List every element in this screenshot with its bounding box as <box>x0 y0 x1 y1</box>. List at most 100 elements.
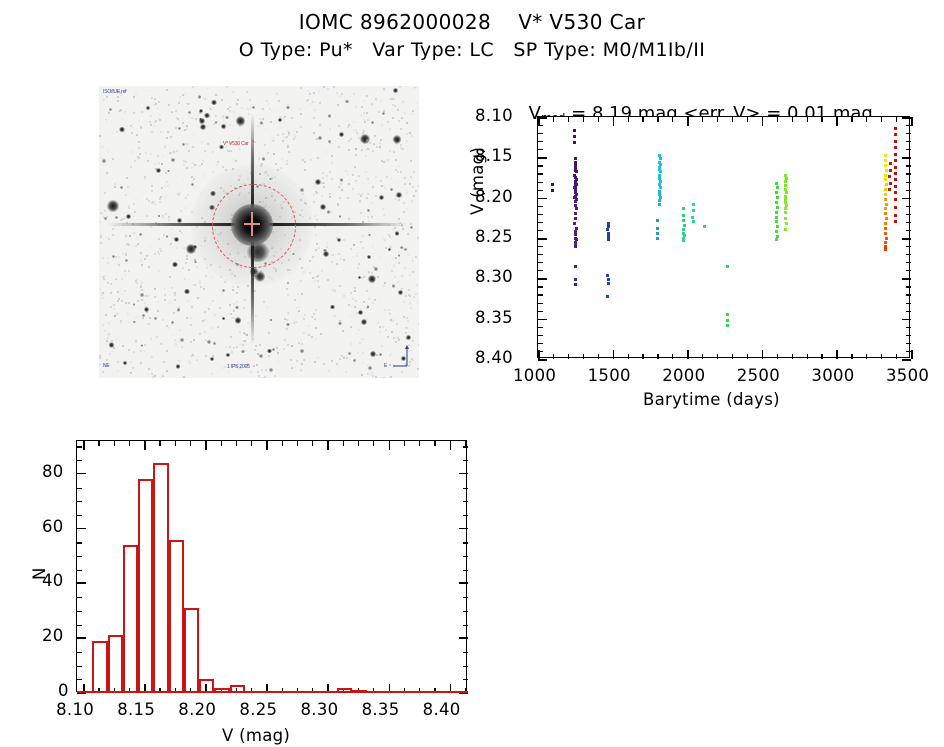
field-star <box>269 177 272 180</box>
sky-noise-pixel <box>403 202 405 204</box>
sky-noise-pixel <box>274 176 276 178</box>
field-star <box>338 321 342 326</box>
sky-noise-pixel <box>383 214 385 216</box>
sky-noise-pixel <box>329 128 331 130</box>
sky-noise-pixel <box>348 309 350 311</box>
sky-noise-pixel <box>265 128 267 130</box>
sky-noise-pixel <box>310 317 312 319</box>
lightcurve-point <box>893 126 897 130</box>
lightcurve-point <box>774 210 778 214</box>
lightcurve-point <box>894 220 898 224</box>
sky-noise-pixel <box>320 284 322 286</box>
y-minor-tick-right <box>906 125 911 127</box>
sky-noise-pixel <box>297 283 299 285</box>
lightcurve-point <box>551 188 555 192</box>
sky-noise-pixel <box>111 350 113 352</box>
sky-noise-pixel <box>203 175 205 177</box>
sky-noise-pixel <box>378 111 380 113</box>
sky-noise-pixel <box>339 320 341 322</box>
sky-noise-pixel <box>261 314 263 316</box>
sky-noise-pixel <box>267 159 269 161</box>
sky-noise-pixel <box>417 301 419 303</box>
sky-noise-pixel <box>140 252 142 254</box>
lightcurve-point <box>606 228 610 232</box>
lightcurve-plot[interactable] <box>537 116 913 361</box>
sky-noise-pixel <box>222 166 224 168</box>
dss-finder-chart[interactable]: ISO/IUE ref V* V530 Car 1 IPS 2005 NE E <box>99 86 419 378</box>
x-minor-tick <box>702 354 704 359</box>
lightcurve-point <box>888 168 892 172</box>
sky-noise-pixel <box>284 339 286 341</box>
sky-noise-pixel <box>229 304 231 306</box>
lightcurve-point <box>775 201 779 204</box>
x-tick-label: 2000 <box>662 366 706 385</box>
sky-noise-pixel <box>344 292 346 294</box>
sky-noise-pixel <box>275 270 277 272</box>
y-minor-tick-right <box>463 514 468 517</box>
sky-noise-pixel <box>348 218 350 220</box>
y-minor-tick <box>77 556 82 558</box>
sky-noise-pixel <box>129 325 131 327</box>
y-minor-tick-right <box>906 173 911 175</box>
sky-noise-pixel <box>303 332 305 334</box>
sky-noise-pixel <box>304 314 306 316</box>
sky-noise-pixel <box>371 272 373 274</box>
sky-noise-pixel <box>321 195 323 197</box>
sky-noise-pixel <box>133 234 135 236</box>
sky-noise-pixel <box>288 151 290 153</box>
sky-noise-pixel <box>238 137 240 139</box>
lightcurve-point <box>884 192 888 196</box>
sky-noise-pixel <box>197 297 199 299</box>
x-minor-tick <box>731 354 734 359</box>
x-tick-label: 8.20 <box>178 700 217 719</box>
sky-noise-pixel <box>162 216 164 218</box>
sky-noise-pixel <box>176 202 178 204</box>
sky-noise-pixel <box>331 155 333 157</box>
sky-noise-pixel <box>366 365 368 367</box>
sky-noise-pixel <box>290 359 292 361</box>
sky-noise-pixel <box>193 339 195 341</box>
sky-noise-pixel <box>368 182 370 184</box>
sky-noise-pixel <box>113 331 115 333</box>
sky-noise-pixel <box>293 138 295 140</box>
field-star <box>338 132 344 138</box>
sky-noise-pixel <box>286 319 288 321</box>
sky-noise-pixel <box>212 121 214 123</box>
sky-noise-pixel <box>408 356 410 358</box>
sky-noise-pixel <box>315 249 317 251</box>
y-minor-tick-right <box>906 262 911 264</box>
lightcurve-point <box>574 177 578 181</box>
lightcurve-point <box>655 231 659 235</box>
sky-noise-pixel <box>124 274 126 276</box>
lightcurve-point <box>573 200 577 204</box>
sky-noise-pixel <box>163 234 165 236</box>
magnitude-histogram-plot[interactable] <box>76 440 468 694</box>
sky-noise-pixel <box>310 159 312 161</box>
y-minor-tick <box>538 254 543 256</box>
field-star <box>268 368 273 373</box>
x-minor-tick <box>806 354 808 359</box>
sky-noise-pixel <box>288 134 290 136</box>
sky-noise-pixel <box>390 319 392 321</box>
sky-noise-pixel <box>200 286 202 288</box>
sky-noise-pixel <box>358 193 360 195</box>
y-major-tick <box>538 278 547 280</box>
sky-noise-pixel <box>298 310 300 312</box>
sky-noise-pixel <box>392 117 394 119</box>
sky-noise-pixel <box>258 283 260 285</box>
sky-noise-pixel <box>386 234 388 236</box>
lightcurve-point <box>573 212 577 216</box>
sky-noise-pixel <box>281 289 283 291</box>
sky-noise-pixel <box>191 180 193 182</box>
sky-noise-pixel <box>257 371 259 373</box>
sky-noise-pixel <box>277 289 279 291</box>
sky-noise-pixel <box>112 234 114 236</box>
sky-noise-pixel <box>250 371 252 373</box>
lightcurve-point <box>775 181 779 185</box>
lightcurve-point <box>894 133 898 137</box>
lightcurve-point <box>573 221 577 225</box>
x-minor-tick-top <box>190 441 192 446</box>
sky-noise-pixel <box>257 353 259 355</box>
sky-noise-pixel <box>409 361 411 363</box>
sky-noise-pixel <box>386 176 388 178</box>
